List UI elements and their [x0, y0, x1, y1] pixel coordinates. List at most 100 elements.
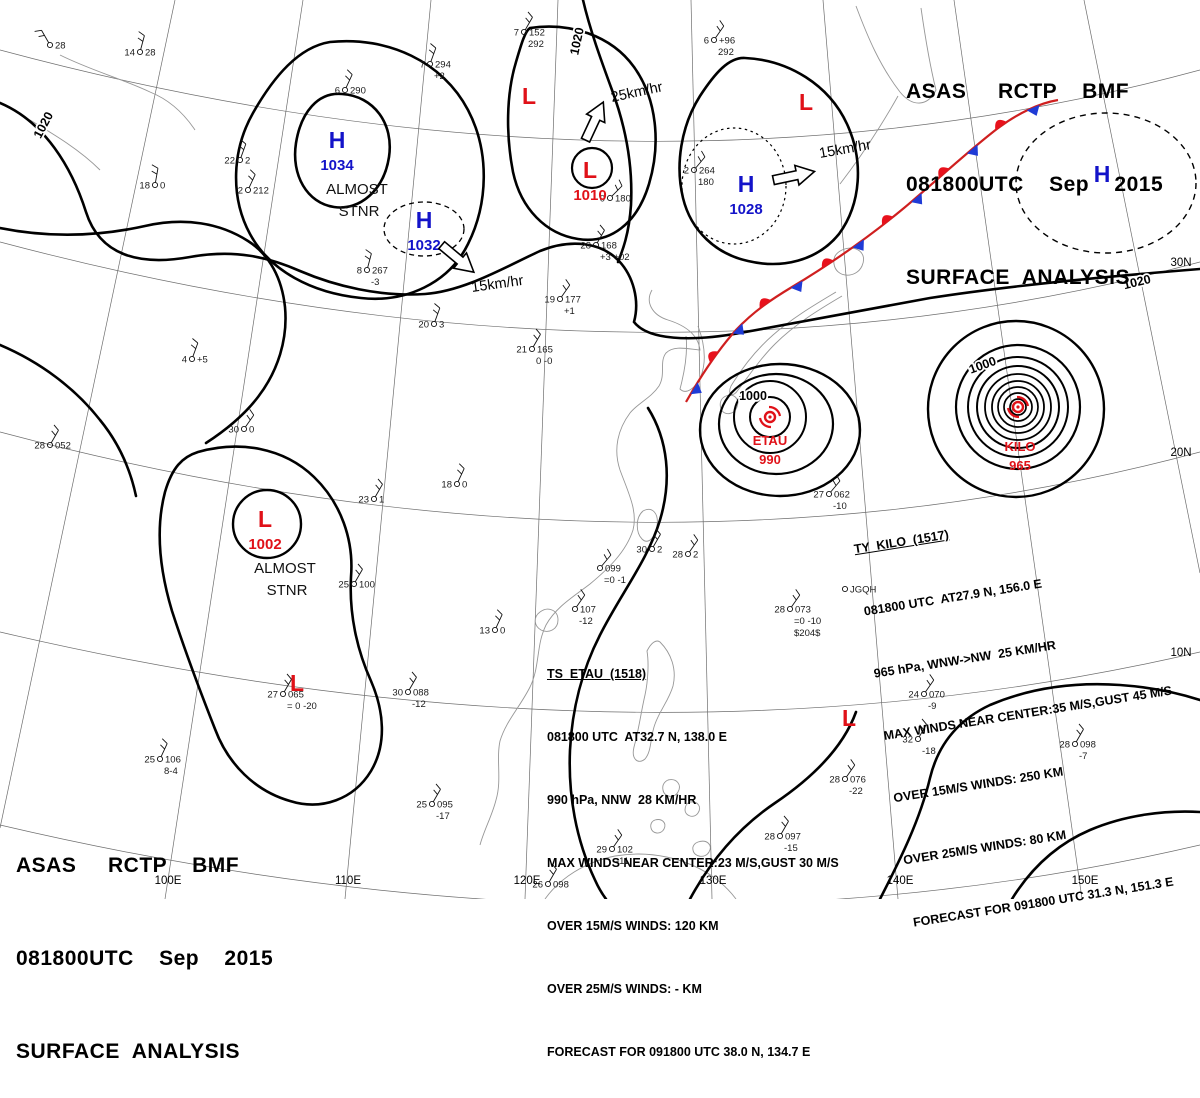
station-circle-icon: [648, 545, 656, 553]
station-plot: 4 +5: [182, 338, 208, 366]
cold-front-triangle-icon: [690, 382, 702, 395]
station-pressure: 106: [165, 755, 181, 766]
station-plot: 19 177+1: [544, 279, 581, 317]
coastline-kyushu: [719, 394, 739, 415]
station-extra: -3: [371, 277, 379, 288]
wind-barb-tick: [432, 309, 439, 315]
dashed-outline-high-1028: [681, 127, 787, 245]
station-plot: 099=0 -1: [596, 548, 626, 586]
station-plot: 107-12: [571, 589, 596, 627]
warm-front-semicircle-icon: [938, 167, 950, 178]
station-plot: 28 168+3 +02: [580, 224, 630, 263]
wind-barb-tick: [527, 11, 533, 18]
station-circle-icon: [608, 845, 616, 853]
station-plot: JGQH: [841, 585, 877, 596]
station-extra: -11: [616, 856, 629, 867]
station-temp: 20: [418, 320, 429, 331]
wind-arrows: 25km/hr 15km/hr 15km/hr: [437, 79, 872, 296]
station-pressure: 3: [439, 320, 444, 331]
cold-front-triangle-icon: [732, 323, 744, 335]
storm-info-line: 081800 UTC AT27.9 N, 156.0 E: [862, 576, 1043, 619]
gridline-meridian: [0, 0, 176, 829]
station-temp: 25: [338, 580, 349, 591]
station-temp: 27: [267, 690, 278, 701]
station-circle-icon: [544, 880, 552, 888]
wind-barb-tick: [565, 279, 571, 286]
station-circle-icon: [786, 605, 794, 613]
station-temp: 26: [532, 880, 543, 891]
wind-barb-tick: [653, 534, 658, 540]
pressure-note: STNR: [267, 582, 308, 599]
gridline-meridian: [344, 0, 432, 899]
station-pressure: 073: [795, 605, 811, 616]
wind-barb-tick: [926, 679, 931, 686]
wind-barb-icon: [50, 430, 59, 443]
station-circle-icon: [156, 755, 164, 763]
coastline-luzon: [632, 640, 675, 762]
station-circle-icon: [151, 181, 159, 189]
storm-info-line: 965 hPa, WNW->NW 25 KM/HR: [872, 638, 1057, 681]
storm-isobar-rings: [698, 319, 1106, 499]
dashed-outline-high-1032: [383, 201, 465, 257]
pressure-center-l-1002: L 1002 ALMOST STNR: [248, 506, 316, 599]
station-extra: +1: [564, 306, 575, 317]
isobar-label: 1020: [567, 26, 586, 56]
wind-barb-icon: [434, 307, 441, 322]
station-pressure: 2: [657, 545, 662, 556]
wind-barb-icon: [576, 594, 586, 608]
station-circle-icon: [46, 441, 54, 449]
station-circle-icon: [606, 194, 614, 202]
wind-barb-tick: [51, 430, 56, 436]
station-plot: 28 076-22: [829, 759, 866, 797]
pressure-letter: H: [1094, 161, 1111, 187]
surface-analysis-page: { "colors":{"high":"#1313c9","low":"#e01…: [0, 0, 1200, 1063]
station-temp: 6: [335, 86, 340, 97]
station-pressure: JGQH: [850, 585, 877, 596]
kilo-ring: [926, 319, 1106, 499]
pressure-center-l: L: [799, 89, 813, 115]
analysis-title-line: 081800UTC Sep 2015: [16, 947, 274, 970]
wind-barb-tick: [151, 164, 159, 169]
station-circle-icon: [592, 241, 600, 249]
pressure-value: 1028: [729, 201, 762, 218]
wind-barb-icon: [495, 614, 503, 628]
station-temp: 28: [1059, 740, 1070, 751]
station-temp: 7: [514, 28, 519, 39]
wind-barb-icon: [596, 230, 605, 243]
wind-barb-icon: [561, 284, 571, 298]
tropical-cyclone-etau: ETAU 990: [753, 405, 787, 467]
title-block-bottom-left: ASAS RCTP BMF 081800UTC Sep 2015 SURFACE…: [16, 788, 273, 1098]
station-pressure: 100: [359, 580, 375, 591]
gridline-parallel: [0, 431, 1200, 523]
station-plot: 8 267-3: [357, 249, 388, 288]
wind-barb-tick: [346, 69, 353, 75]
wind-barb-icon: [524, 17, 533, 30]
wind-barb-tick: [161, 738, 168, 744]
station-temp: 14: [124, 48, 135, 59]
arrow-speed-label: 15km/hr: [470, 273, 524, 296]
station-plot: 26 098: [532, 863, 569, 891]
station-temp: 8: [357, 266, 362, 277]
hollow-arrow-icon: [437, 240, 476, 274]
station-temp: 28: [672, 550, 683, 561]
etau-ring: [698, 362, 862, 498]
wind-barb-icon: [548, 869, 557, 882]
wind-barb-tick: [357, 563, 363, 570]
station-temp: 29: [596, 845, 607, 856]
station-temp: 2: [238, 186, 243, 197]
station-pressure: 097: [785, 832, 801, 843]
station-plot: 27 065= 0 -20: [267, 673, 317, 712]
kilo-ring: [991, 380, 1045, 434]
wind-barb-tick: [535, 328, 541, 335]
pressure-value: 1002: [248, 536, 281, 553]
storm-pressure-label: 990: [759, 452, 781, 467]
station-temp: 32: [902, 735, 913, 746]
station-plot: 25 095-17: [416, 783, 453, 822]
pressure-letter: L: [258, 506, 272, 532]
station-temp: 22: [224, 156, 235, 167]
latitude-label: 30N: [1170, 257, 1191, 269]
kilo-ring: [997, 386, 1039, 428]
